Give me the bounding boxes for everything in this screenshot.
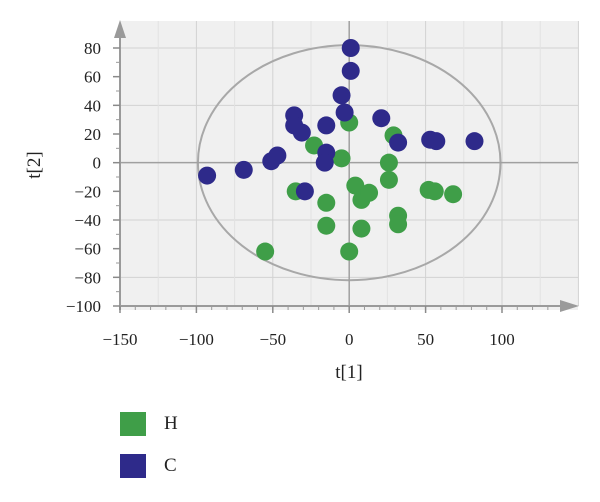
data-point <box>379 170 398 189</box>
data-point <box>352 219 371 238</box>
legend-label-c: C <box>164 455 177 476</box>
data-point <box>234 160 253 179</box>
y-axis-label: t[2] <box>24 151 45 178</box>
x-tick-label: 0 <box>345 330 354 349</box>
series-c <box>198 39 484 201</box>
axis-ticks: −150 −100 −50 0 50 100806040200−20−40−60−80−1… <box>66 33 564 349</box>
x-axis-label: t[1] <box>335 362 362 383</box>
data-points <box>198 39 484 261</box>
data-point <box>427 132 446 151</box>
y-tick-label: −40 <box>74 211 101 230</box>
data-point <box>295 182 314 201</box>
data-point <box>389 215 408 234</box>
data-point <box>315 153 334 172</box>
legend-swatch-c <box>120 454 146 478</box>
data-point <box>332 86 351 105</box>
y-tick-label: 20 <box>84 125 101 144</box>
y-tick-label: −20 <box>74 182 101 201</box>
y-tick-label: 0 <box>93 154 102 173</box>
data-point <box>292 123 311 142</box>
data-point <box>341 61 360 80</box>
y-tick-label: −100 <box>66 297 101 316</box>
x-axis-arrow <box>560 300 579 312</box>
x-tick-label: 50 <box>417 330 434 349</box>
data-point <box>335 103 354 122</box>
legend: H C <box>120 410 178 494</box>
legend-item-h: H <box>120 410 178 438</box>
scatter-chart: −150 −100 −50 0 50 100806040200−20−40−60−80−1… <box>24 20 579 383</box>
data-point <box>341 39 360 57</box>
grid-lines <box>120 21 579 306</box>
data-point <box>317 216 336 235</box>
data-point <box>198 166 217 185</box>
y-tick-label: 40 <box>84 96 101 115</box>
data-point <box>379 153 398 172</box>
data-point <box>346 176 365 195</box>
x-tick-label: −50 <box>260 330 287 349</box>
y-tick-label: −80 <box>74 268 101 287</box>
y-tick-label: −60 <box>74 240 101 259</box>
data-point <box>256 242 275 261</box>
legend-label-h: H <box>164 413 178 434</box>
data-point <box>389 133 408 152</box>
data-point <box>340 242 359 261</box>
data-point <box>425 182 444 201</box>
data-point <box>465 132 484 151</box>
data-point <box>372 109 391 128</box>
y-tick-label: 60 <box>84 68 101 87</box>
data-point <box>360 183 379 202</box>
legend-item-c: C <box>120 452 178 480</box>
series-h <box>256 113 463 261</box>
legend-swatch-h <box>120 412 146 436</box>
data-point <box>317 193 336 212</box>
x-tick-label: −150 <box>102 330 137 349</box>
x-tick-label: 100 <box>489 330 515 349</box>
x-tick-label: −100 <box>179 330 214 349</box>
y-tick-label: 80 <box>84 39 101 58</box>
data-point <box>332 149 351 168</box>
data-point <box>444 185 463 204</box>
data-point <box>268 146 287 165</box>
data-point <box>317 116 336 135</box>
